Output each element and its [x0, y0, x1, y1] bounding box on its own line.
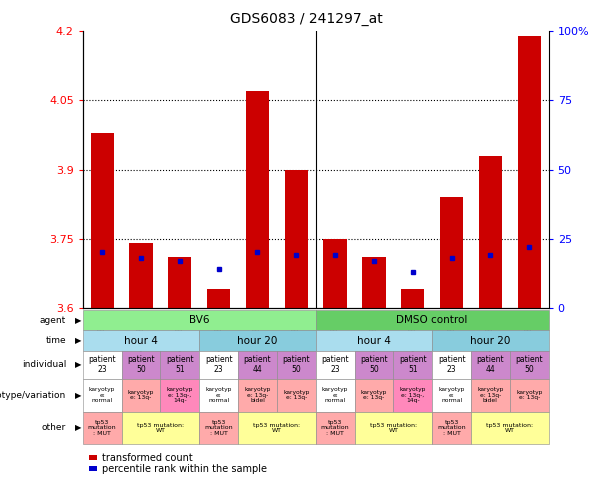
Text: ▶: ▶ — [75, 360, 81, 369]
Text: karyotyp
e: 13q-
bidel: karyotyp e: 13q- bidel — [244, 387, 271, 403]
Bar — [168, 257, 191, 308]
Text: hour 4: hour 4 — [357, 336, 391, 345]
Text: DMSO control: DMSO control — [397, 315, 468, 325]
Text: hour 4: hour 4 — [124, 336, 158, 345]
Text: patient
50: patient 50 — [516, 355, 543, 374]
Text: hour 20: hour 20 — [470, 336, 511, 345]
Text: ▶: ▶ — [75, 316, 81, 325]
Text: patient
23: patient 23 — [88, 355, 116, 374]
Text: transformed count: transformed count — [102, 453, 192, 463]
Bar — [246, 91, 269, 308]
Bar — [284, 170, 308, 308]
Bar — [401, 289, 424, 308]
Text: karyotyp
e: 13q-: karyotyp e: 13q- — [516, 390, 543, 400]
Text: time: time — [45, 336, 66, 345]
Text: ▶: ▶ — [75, 336, 81, 345]
Text: percentile rank within the sample: percentile rank within the sample — [102, 464, 267, 473]
Text: patient
51: patient 51 — [399, 355, 427, 374]
Text: tp53 mutation:
WT: tp53 mutation: WT — [486, 423, 533, 433]
Text: agent: agent — [40, 316, 66, 325]
Bar — [129, 243, 153, 308]
Text: individual: individual — [22, 360, 66, 369]
Text: karyotyp
e:
normal: karyotyp e: normal — [205, 387, 232, 403]
Text: ▶: ▶ — [75, 424, 81, 432]
Text: GDS6083 / 241297_at: GDS6083 / 241297_at — [230, 12, 383, 26]
Text: tp53 mutation:
WT: tp53 mutation: WT — [370, 423, 417, 433]
Text: tp53
mutation
: MUT: tp53 mutation : MUT — [204, 420, 233, 436]
Bar — [479, 156, 502, 308]
Text: patient
23: patient 23 — [438, 355, 465, 374]
Bar — [91, 133, 114, 308]
Text: hour 20: hour 20 — [237, 336, 278, 345]
Text: other: other — [42, 424, 66, 432]
Text: karyotyp
e: 13q-: karyotyp e: 13q- — [360, 390, 387, 400]
Text: karyotyp
e:
normal: karyotyp e: normal — [89, 387, 115, 403]
Text: tp53
mutation
: MUT: tp53 mutation : MUT — [437, 420, 466, 436]
Text: karyotyp
e:
normal: karyotyp e: normal — [322, 387, 348, 403]
Text: karyotyp
e: 13q-,
14q-: karyotyp e: 13q-, 14q- — [400, 387, 426, 403]
Text: patient
23: patient 23 — [205, 355, 232, 374]
Text: patient
44: patient 44 — [476, 355, 504, 374]
Text: patient
44: patient 44 — [243, 355, 272, 374]
Text: patient
50: patient 50 — [360, 355, 388, 374]
Text: patient
50: patient 50 — [127, 355, 155, 374]
Text: tp53 mutation:
WT: tp53 mutation: WT — [137, 423, 184, 433]
Bar — [362, 257, 386, 308]
Text: BV6: BV6 — [189, 315, 210, 325]
Text: tp53 mutation:
WT: tp53 mutation: WT — [253, 423, 300, 433]
Text: karyotyp
e: 13q-: karyotyp e: 13q- — [128, 390, 154, 400]
Text: patient
50: patient 50 — [283, 355, 310, 374]
Text: patient
51: patient 51 — [166, 355, 194, 374]
Text: karyotyp
e: 13q-
bidel: karyotyp e: 13q- bidel — [477, 387, 504, 403]
Text: karyotyp
e: 13q-,
14q-: karyotyp e: 13q-, 14q- — [167, 387, 193, 403]
Bar — [440, 197, 463, 308]
Bar — [324, 239, 347, 308]
Text: tp53
mutation
: MUT: tp53 mutation : MUT — [88, 420, 116, 436]
Text: karyotyp
e: 13q-: karyotyp e: 13q- — [283, 390, 310, 400]
Text: tp53
mutation
: MUT: tp53 mutation : MUT — [321, 420, 349, 436]
Text: karyotyp
e:
normal: karyotyp e: normal — [438, 387, 465, 403]
Bar — [517, 36, 541, 308]
Text: genotype/variation: genotype/variation — [0, 391, 66, 399]
Bar — [207, 289, 230, 308]
Text: patient
23: patient 23 — [321, 355, 349, 374]
Text: ▶: ▶ — [75, 391, 81, 399]
